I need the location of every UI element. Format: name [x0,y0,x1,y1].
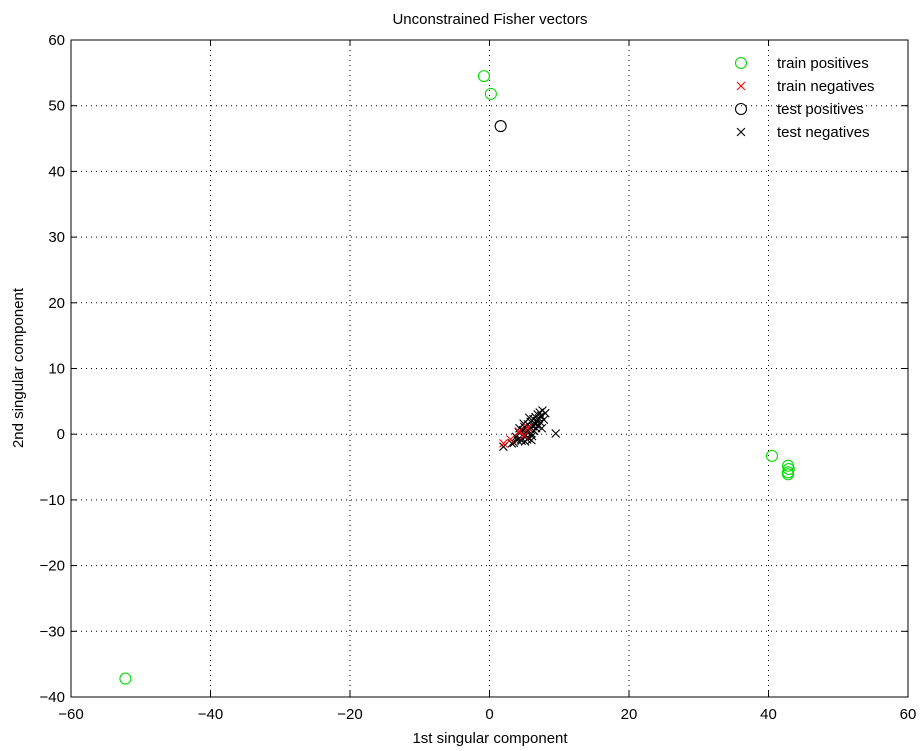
marker-stroke [514,427,524,436]
train-negatives-point [506,435,515,444]
x-tick-label: −60 [58,706,83,723]
test-negatives-point [540,408,550,418]
marker-stroke [519,422,529,432]
data-points [119,70,795,685]
marker-stroke [526,435,536,445]
test-positives-point [494,120,507,133]
legend-label: test negatives [777,124,870,141]
test-negatives-point [551,429,561,438]
marker-stroke [511,432,521,442]
x-tick-label: 20 [621,706,638,723]
test-negatives-point [531,419,540,429]
marker-stroke [499,439,508,448]
marker-stroke [736,127,746,137]
test-negatives-point [517,436,526,446]
y-tick-label: 0 [57,426,65,443]
marker-stroke [531,419,540,429]
y-tick-label: −20 [40,558,65,575]
y-axis-label: 2nd singular component [10,287,27,448]
x-tick-labels: −60 −40 −20 0 20 40 60 [58,706,916,723]
train-positives-point [119,672,132,685]
test-negatives-point [519,422,529,432]
legend: train positives train negatives test posit… [734,55,875,141]
y-tick-label: 60 [48,32,65,49]
x-tick-label: −40 [198,706,223,723]
x-tick-label: 0 [485,706,493,723]
legend-label: train negatives [777,78,875,95]
x-axis-label: 1st singular component [412,730,568,747]
y-tick-label: 50 [48,98,65,115]
train-negatives-point [514,427,524,436]
marker-stroke [507,439,517,448]
train-positives-point [765,449,779,462]
legend-marker [734,56,748,70]
chart-title: Unconstrained Fisher vectors [392,11,587,28]
marker-stroke [506,435,515,444]
marker-stroke [513,435,522,445]
y-tick-labels: −40 −30 −20 −10 0 10 20 30 40 50 60 [40,32,65,706]
y-tick-label: 10 [48,361,65,378]
marker-stroke [537,423,547,433]
marker-stroke [524,413,534,423]
legend-marker [736,127,746,137]
test-negatives-point [537,423,547,433]
marker-stroke [522,435,532,444]
x-tick-label: −20 [337,706,362,723]
train-negatives-point [523,423,533,433]
legend-label: test positives [777,101,864,118]
marker-stroke [517,436,526,446]
train-negatives-point [499,439,508,448]
marker-stroke [540,408,550,418]
legend-marker [734,102,748,116]
y-tick-label: −10 [40,492,65,509]
marker-stroke [736,81,746,91]
marker-stroke [519,431,529,440]
x-tick-label: 40 [760,706,777,723]
marker-stroke [551,429,561,438]
y-tick-label: 20 [48,295,65,312]
x-tick-label: 60 [900,706,917,723]
y-tick-label: 40 [48,163,65,180]
train-negatives-point [519,431,529,440]
train-positives-point [484,87,497,100]
test-negatives-point [536,411,546,421]
marker-stroke [536,411,546,421]
y-tick-label: 30 [48,229,65,246]
train-positives-point [477,70,490,83]
marker-stroke [499,442,508,452]
legend-marker [736,81,746,91]
y-tick-label: −30 [40,623,65,640]
train-positives-point [781,468,795,481]
test-negatives-point [526,435,536,445]
test-negatives-point [499,442,508,452]
marker-stroke [523,423,533,433]
y-tick-label: −40 [40,689,65,706]
axis-ticks [70,39,909,698]
marker-stroke [539,415,549,425]
marker-stroke [536,417,545,427]
legend-label: train positives [777,55,869,72]
